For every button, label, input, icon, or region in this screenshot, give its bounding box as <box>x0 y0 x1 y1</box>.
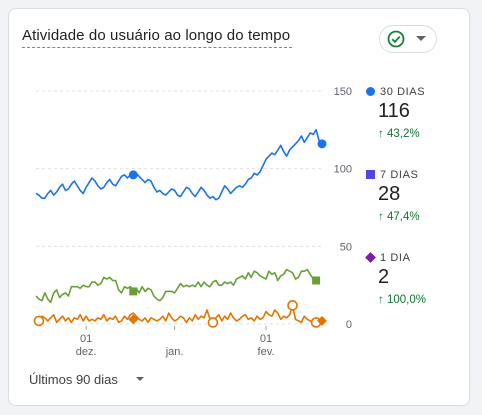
caret-down-icon <box>136 377 144 381</box>
arrow-up-icon: ↑ <box>378 294 384 306</box>
legend-7-days-value: 28 <box>378 183 401 205</box>
legend-7-days-name: 7 DIAS <box>380 169 419 181</box>
data-point-open-circle <box>207 317 219 328</box>
x-tick-month: jan. <box>165 346 184 358</box>
change-text: 43,2% <box>386 128 420 140</box>
legend-30-days-change: ↑ 43,2% <box>378 128 420 140</box>
series-30-days-line <box>35 129 323 201</box>
date-range-dropdown[interactable]: Últimos 90 dias <box>29 371 159 391</box>
x-tick-day: 01 <box>260 333 272 345</box>
legend-1-day-value: 2 <box>378 266 390 288</box>
legend-square-marker <box>366 170 375 179</box>
card-title: Atividade do usuário ao longo do tempo <box>22 27 291 44</box>
legend-7-days-change: ↑ 47,4% <box>378 211 420 223</box>
x-tick-month: dez. <box>76 346 97 358</box>
data-point-square <box>129 287 138 296</box>
user-activity-card <box>8 8 470 406</box>
data-point-circle <box>317 139 327 149</box>
arrow-up-icon: ↑ <box>378 211 384 223</box>
arrow-up-icon: ↑ <box>378 128 384 140</box>
y-tick-label: 0 <box>346 319 352 331</box>
change-text: 47,4% <box>386 211 420 223</box>
y-tick-label: 50 <box>340 241 352 253</box>
check-circle-icon <box>387 30 405 48</box>
series-7-days-line <box>35 268 317 304</box>
title-dashed-underline <box>22 47 292 48</box>
y-tick-label: 150 <box>334 86 352 98</box>
series-1-day-line <box>35 304 317 324</box>
data-point-square <box>312 276 321 285</box>
legend-30-days-name: 30 DIAS <box>380 86 426 98</box>
legend-30-days-value: 116 <box>378 100 410 122</box>
legend-1-day-change: ↑ 100,0% <box>378 294 426 306</box>
data-point-diamond <box>128 314 139 325</box>
data-point-diamond <box>317 315 327 326</box>
legend-1-day-name: 1 DIA <box>380 252 411 264</box>
data-point-circle <box>128 170 138 180</box>
date-range-label: Últimos 90 dias <box>29 372 118 387</box>
data-point-open-circle <box>33 315 45 327</box>
change-text: 100,0% <box>386 294 426 306</box>
x-tick-month: fev. <box>258 346 275 358</box>
legend-circle-marker <box>366 87 375 96</box>
chevron-down-icon <box>416 36 426 41</box>
data-point-open-circle <box>287 300 298 311</box>
x-tick-day: 01 <box>80 333 92 345</box>
y-tick-label: 100 <box>334 164 352 176</box>
compare-dropdown-button[interactable] <box>379 25 437 53</box>
